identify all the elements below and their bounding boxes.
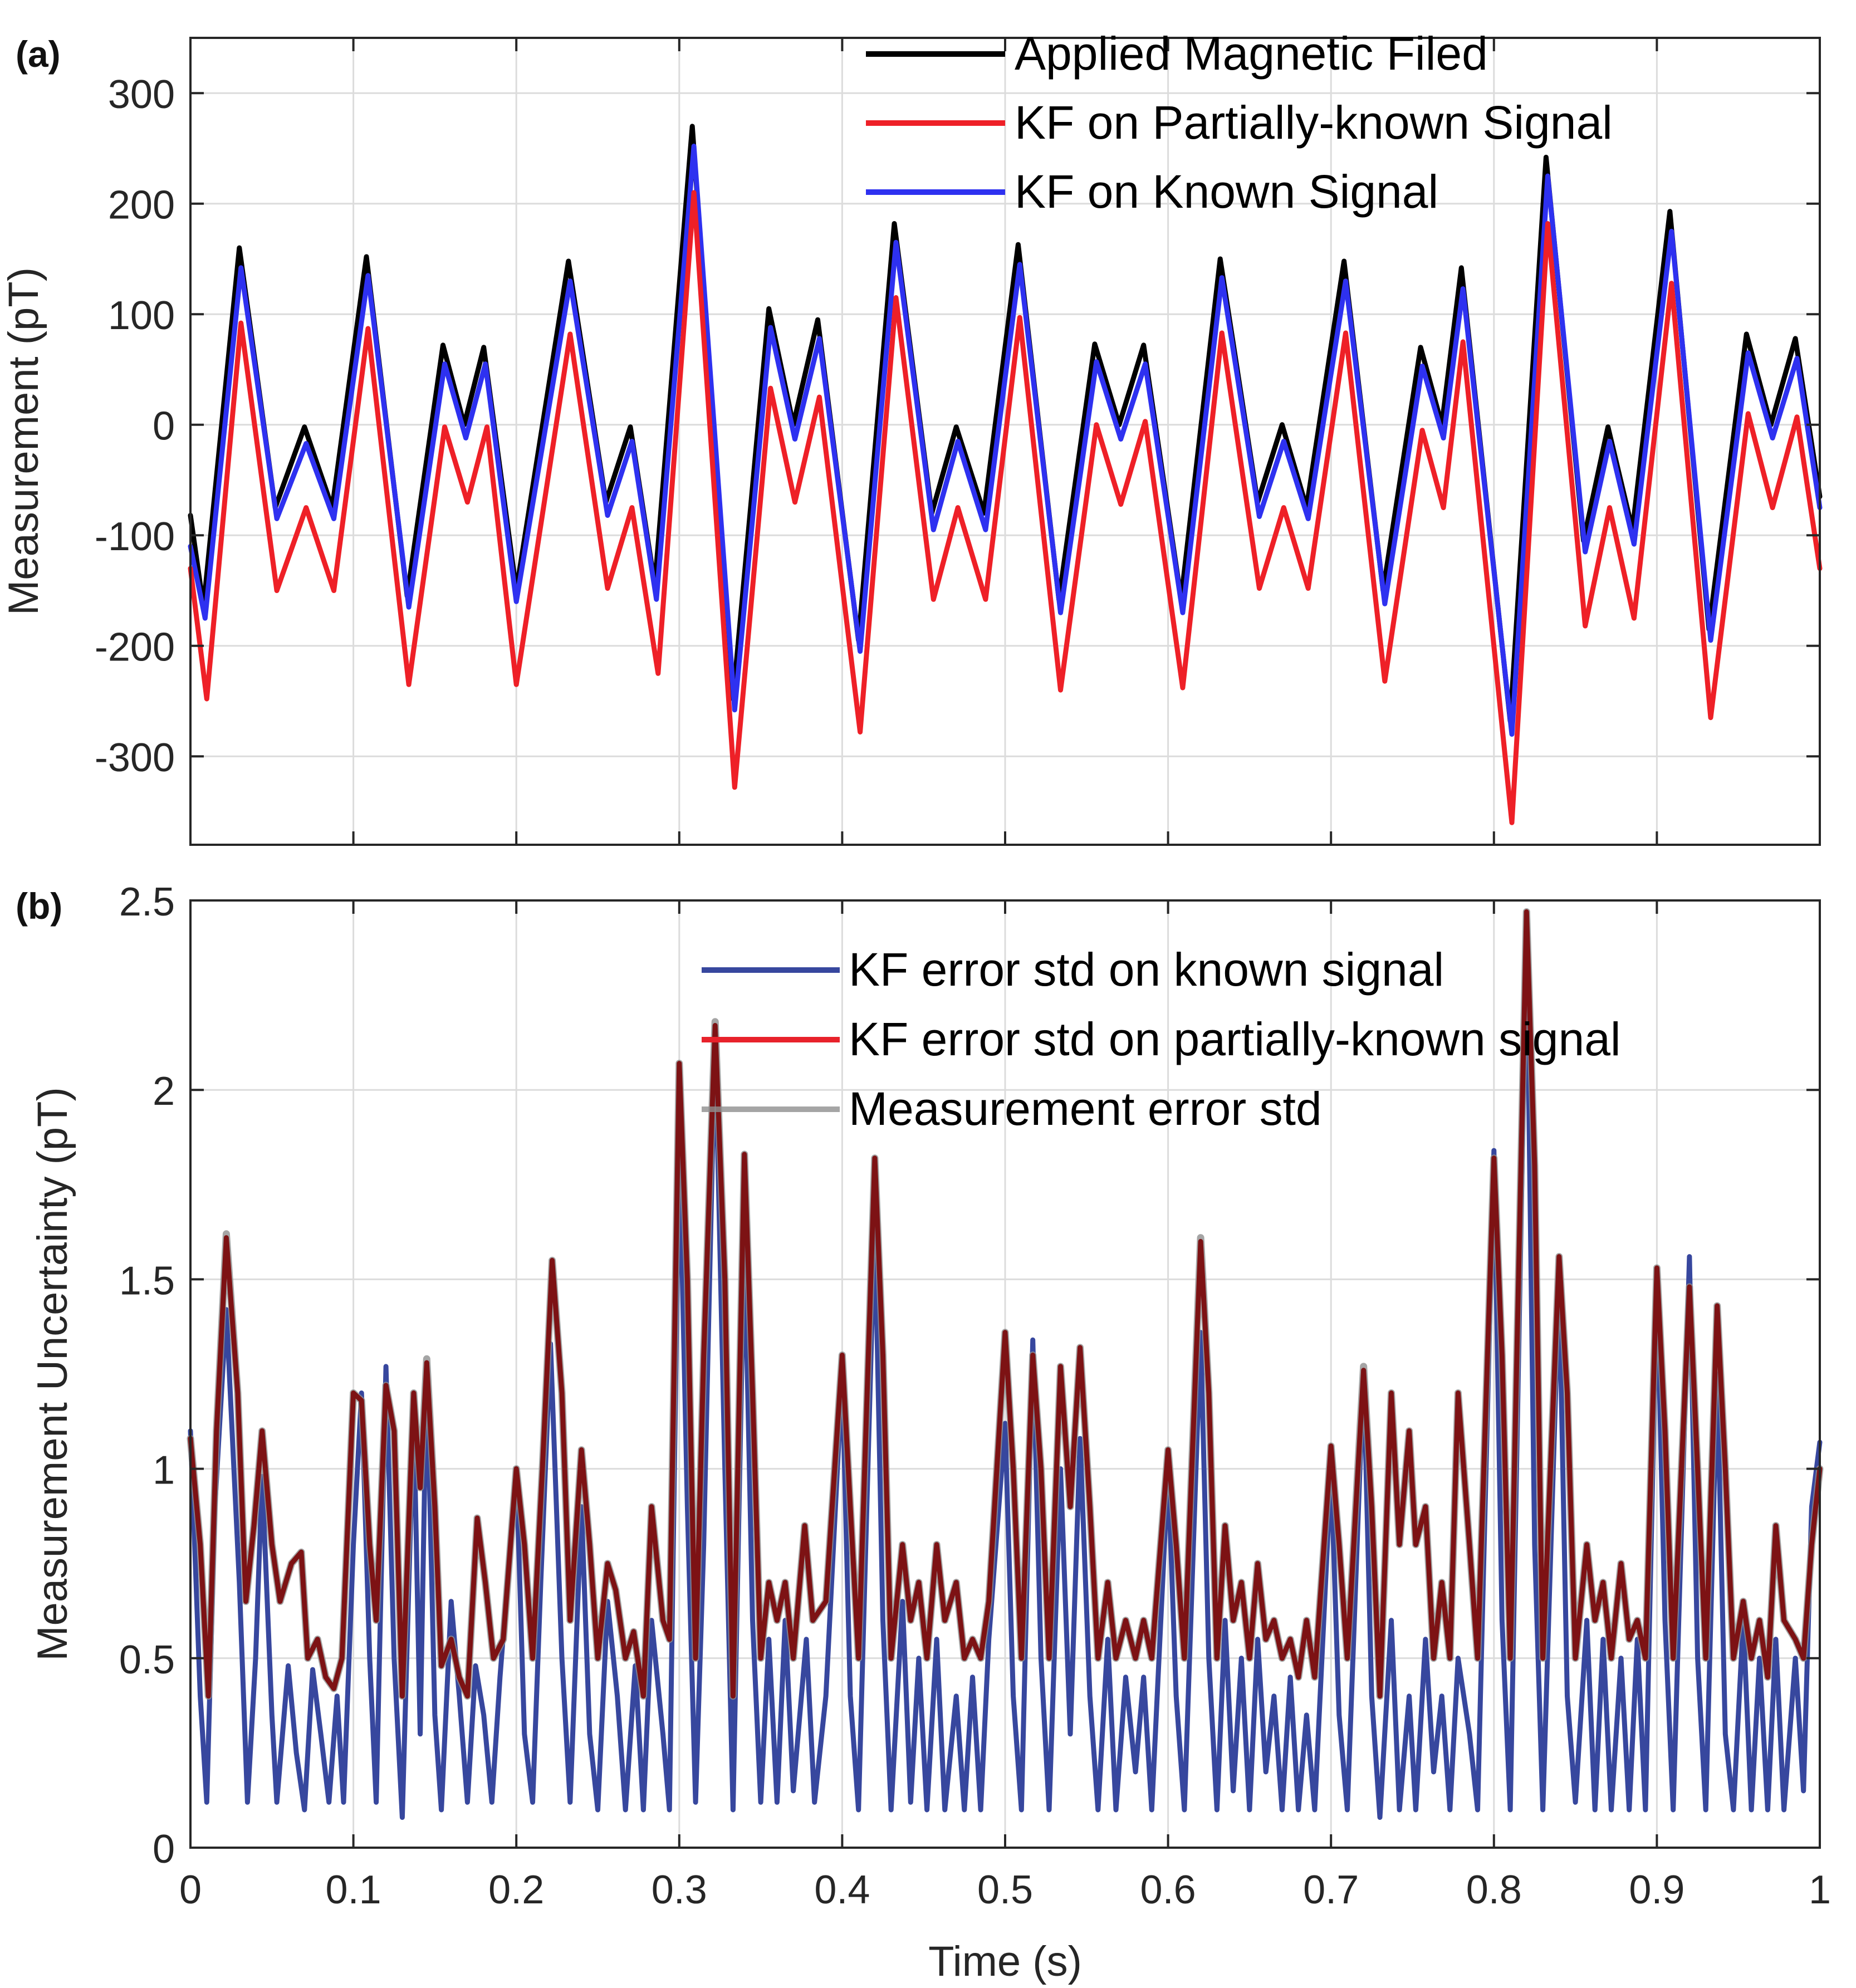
x-axis-label: Time (s): [928, 1938, 1082, 1985]
x-tick-label: 0.4: [814, 1868, 870, 1912]
y-tick-label: -100: [95, 515, 175, 559]
panel-a-legend: Applied Magnetic Filed KF on Partially-kn…: [866, 27, 1613, 218]
y-tick-label: 0: [153, 1827, 175, 1872]
y-tick-label: 200: [108, 183, 175, 228]
panel-a-y-axis-label: Measurement (pT): [0, 267, 47, 615]
y-tick-label: 300: [108, 72, 175, 117]
legend-label: KF on Partially-known Signal: [1015, 96, 1613, 149]
x-tick-label: 0.9: [1629, 1868, 1684, 1912]
y-tick-label: 2.5: [119, 880, 175, 924]
y-tick-label: 100: [108, 293, 175, 338]
y-tick-label: 0.5: [119, 1638, 175, 1682]
y-tick-label: 1: [153, 1448, 175, 1493]
legend-label: KF on Known Signal: [1015, 165, 1438, 218]
panel-b-legend: KF error std on known signal KF error std…: [702, 943, 1621, 1135]
series-line-kf-partial: [188, 190, 1823, 825]
y-tick-label: 0: [153, 404, 175, 449]
x-tick-label: 0.8: [1466, 1868, 1522, 1912]
panel-a-grid: [190, 38, 1820, 845]
panel-a-series: [188, 124, 1823, 825]
x-tick-label: 0.5: [977, 1868, 1033, 1912]
x-tick-label: 0.1: [326, 1868, 381, 1912]
panel-b-y-axis-label: Measurement Uncertainty (pT): [29, 1087, 76, 1661]
panel-b-uncertainty: 0 0.5 1 1.5 2 2.5 0 0.1 0.2 0.3 0.4 0.5 0.6 0.7 0.8 0.…: [16, 880, 1831, 1985]
panel-a-ticks: [189, 38, 1821, 845]
panel-a-y-tick-labels: -300 -200 -100 0 100 200 300: [95, 72, 175, 780]
series-line-kf-known: [188, 144, 1823, 737]
y-tick-label: -300: [95, 736, 175, 780]
x-tick-labels: 0 0.1 0.2 0.3 0.4 0.5 0.6 0.7 0.8 0.9 1: [179, 1868, 1831, 1912]
legend-label: KF error std on known signal: [849, 943, 1444, 996]
legend-label: KF error std on partially-known signal: [849, 1013, 1621, 1065]
x-tick-label: 1: [1809, 1868, 1831, 1912]
x-tick-label: 0.3: [652, 1868, 707, 1912]
panel-b-ticks: [189, 899, 1821, 1849]
x-tick-label: 0.2: [488, 1868, 544, 1912]
x-tick-label: 0.7: [1303, 1868, 1359, 1912]
legend-label: Measurement error std: [849, 1083, 1322, 1135]
panel-b-y-tick-labels: 0 0.5 1 1.5 2 2.5: [119, 880, 175, 1872]
series-line-std-partial: [188, 909, 1823, 1699]
x-tick-label: 0: [179, 1868, 202, 1912]
x-tick-label: 0.6: [1140, 1868, 1196, 1912]
panel-b-series: [187, 908, 1824, 1820]
panel-a-label: (a): [16, 33, 61, 75]
legend-label: Applied Magnetic Filed: [1015, 27, 1488, 80]
y-tick-label: -200: [95, 625, 175, 670]
panel-b-label: (b): [16, 885, 62, 927]
y-tick-label: 2: [153, 1069, 175, 1114]
y-tick-label: 1.5: [119, 1259, 175, 1303]
